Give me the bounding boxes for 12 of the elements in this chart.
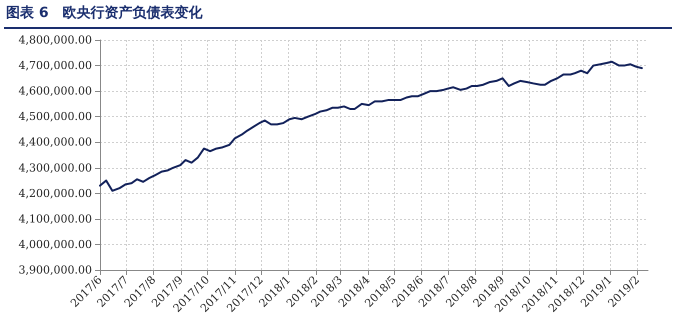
y-tick-label: 4,800,000.00 (18, 34, 92, 46)
y-tick-label: 4,100,000.00 (18, 212, 92, 226)
line-series (99, 60, 643, 192)
y-tick-label: 4,300,000.00 (18, 161, 92, 174)
y-tick-label: 3,900,000.00 (18, 264, 92, 276)
y-tick-label: 4,500,000.00 (18, 110, 92, 124)
chart-title: 图表 6 欧央行资产负债表变化 (6, 4, 203, 22)
y-tick-label: 4,000,000.00 (18, 238, 92, 251)
y-tick-label: 4,700,000.00 (18, 59, 92, 72)
y-tick-label: 4,200,000.00 (18, 186, 92, 200)
y-tick-label: 4,400,000.00 (18, 136, 92, 149)
y-tick-label: 4,600,000.00 (18, 84, 92, 98)
